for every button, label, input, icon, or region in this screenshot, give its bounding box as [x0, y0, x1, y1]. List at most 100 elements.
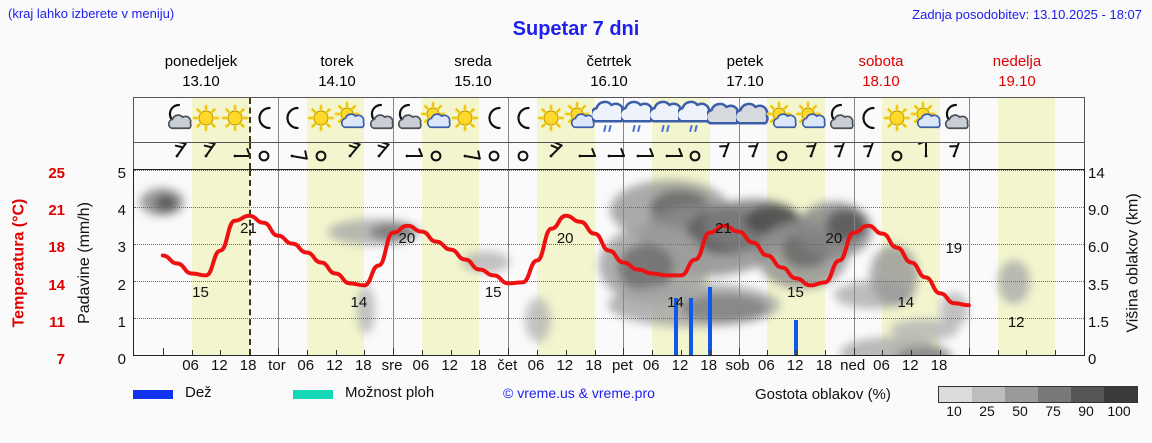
- wind-barb: [448, 143, 482, 169]
- temperature-tick: 14: [48, 276, 65, 294]
- time-axis-label: pet: [611, 357, 633, 374]
- time-axis-label: 18: [239, 357, 257, 374]
- rain-legend-swatch: [133, 390, 173, 399]
- copyright-link[interactable]: © vreme.us & vreme.pro: [503, 385, 655, 401]
- time-axis-label: ned: [840, 357, 866, 374]
- meteogram-plot[interactable]: 1521142015201421152014191214: [133, 169, 1085, 356]
- day-header-četrtek: četrtek 16.10: [541, 52, 677, 96]
- day-name: četrtek: [586, 53, 632, 70]
- wind-barb-calm: [765, 143, 799, 169]
- time-axis-label: 18: [815, 357, 833, 374]
- cloud-height-axis-ticks: 14 9.0 6.0 3.5 1.5 0: [1088, 165, 1126, 368]
- wind-barb: [275, 143, 309, 169]
- temperature-min-label: 15: [484, 284, 502, 302]
- day-separator: [738, 143, 740, 169]
- grid-line-horizontal: [134, 281, 1084, 283]
- precipitation-axis-title: Padavine (mm/h): [76, 201, 94, 324]
- temperature-max-label: 19: [945, 239, 963, 257]
- cloud-height-axis-title: Višina oblakov (km): [1125, 192, 1142, 333]
- tick-mark: [623, 348, 625, 355]
- day-separator: [508, 170, 510, 355]
- tick-mark: [335, 350, 337, 355]
- cloud-height-tick: 3.5: [1088, 276, 1109, 294]
- cloud-density-tick: 50: [1012, 403, 1028, 419]
- wind-barb-calm: [880, 143, 914, 169]
- precipitation-bar: [794, 319, 799, 355]
- day-separator: [277, 170, 279, 355]
- tick-mark: [652, 350, 654, 355]
- time-axis-label: 06: [642, 357, 660, 374]
- cloud-height-tick: 1.5: [1088, 313, 1109, 331]
- moon-cloud-icon: [362, 99, 396, 141]
- cloud-density-swatch: [1071, 387, 1104, 402]
- time-axis-label: 18: [930, 357, 948, 374]
- wind-barb-calm: [247, 143, 281, 169]
- precipitation-tick: 4: [117, 202, 126, 220]
- wind-barb: [937, 140, 971, 169]
- time-axis-label: tor: [268, 357, 286, 374]
- cloud-height-axis-label: Višina oblakov (km): [1118, 160, 1150, 365]
- tick-mark: [796, 350, 798, 355]
- day-separator: [393, 98, 395, 142]
- cloud-height-tick: 14: [1088, 165, 1105, 182]
- day-separator: [968, 170, 970, 355]
- cloud-density-colorbar: [938, 386, 1138, 403]
- temperature-curve: [160, 213, 971, 308]
- tick-mark: [565, 350, 567, 355]
- cloud-density-blob: [357, 286, 375, 334]
- daylight-band: [997, 98, 1056, 142]
- precipitation-tick: 0: [117, 351, 126, 368]
- day-name: nedelja: [992, 53, 1042, 70]
- day-separator: [277, 143, 279, 169]
- time-axis-label: čet: [497, 357, 518, 374]
- plot-bottom-ticks: [134, 348, 1084, 355]
- wind-barb-calm: [304, 143, 338, 169]
- temperature-axis-label: Temperatura (°C): [5, 165, 33, 360]
- day-separator: [277, 98, 279, 142]
- sun-cloud-icon: [765, 99, 799, 141]
- temperature-min-label: 15: [192, 284, 209, 302]
- tick-mark: [882, 350, 884, 355]
- day-separator: [508, 98, 510, 142]
- tick-mark: [393, 348, 395, 355]
- wind-barb: [390, 143, 424, 169]
- tick-mark: [1055, 350, 1057, 355]
- temperature-max-label: 20: [825, 229, 843, 247]
- cloud-density-blob: [998, 260, 1030, 304]
- current-time-marker: [249, 170, 252, 355]
- day-date: 17.10: [726, 73, 764, 90]
- day-separator: [853, 143, 855, 169]
- tick-mark: [508, 348, 510, 355]
- cloud-density-swatch: [1104, 387, 1137, 402]
- tick-mark: [767, 350, 769, 355]
- tick-mark: [997, 350, 999, 355]
- time-axis-label: 12: [556, 357, 574, 374]
- tick-mark: [709, 350, 711, 355]
- temperature-min-label: 14: [667, 294, 684, 312]
- cloud-density-tick: 100: [1107, 403, 1131, 419]
- wind-barb-calm: [506, 143, 540, 169]
- tick-mark: [450, 350, 452, 355]
- cloud-density-blob: [525, 298, 551, 342]
- grid-line-horizontal: [134, 244, 1084, 246]
- cloud-icon: [733, 99, 770, 141]
- daylight-band: [997, 143, 1056, 169]
- moon-cloud-icon: [390, 99, 424, 141]
- wind-barb: [189, 140, 223, 169]
- wind-barb-calm: [477, 143, 511, 169]
- tick-mark: [162, 348, 164, 355]
- cloud-density-tick: 90: [1078, 403, 1094, 419]
- tick-mark: [738, 348, 740, 355]
- day-header-torek: torek 14.10: [269, 52, 405, 96]
- grid-line-horizontal: [134, 170, 1084, 172]
- wind-barb-panel: [133, 140, 1085, 169]
- tick-mark: [680, 350, 682, 355]
- sun-icon: [534, 99, 568, 141]
- precipitation-tick: 1: [117, 313, 126, 331]
- temperature-min-label: 15: [787, 284, 804, 302]
- tick-mark: [537, 350, 539, 355]
- legend: Dež Možnost ploh © vreme.us & vreme.pro …: [133, 384, 1143, 424]
- daylight-band: [191, 170, 250, 355]
- wind-barb: [362, 141, 396, 169]
- sun-cloud-icon: [419, 99, 453, 141]
